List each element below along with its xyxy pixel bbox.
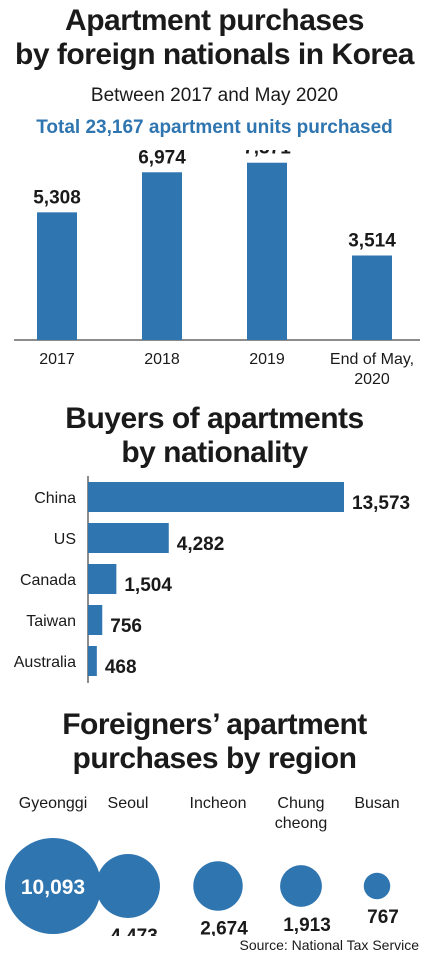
chart1-title: Apartment purchases by foreign nationals… (0, 4, 429, 72)
nationality-value-label: 756 (110, 616, 142, 637)
nationality-bar (88, 646, 97, 676)
region-label: Chung (277, 795, 324, 812)
chart1-total-highlight: Total 23,167 apartment units purchased (36, 117, 393, 138)
year-value-label: 3,514 (348, 230, 396, 251)
region-bubble (280, 865, 322, 907)
chart2-title-line1: Buyers of apartments (65, 402, 364, 435)
region-label: Gyeonggi (19, 795, 88, 812)
nationality-bar (88, 564, 117, 594)
region-value-label: 10,093 (21, 876, 85, 899)
region-value-label: 2,674 (200, 919, 248, 936)
nationality-bar (88, 523, 169, 553)
nationality-value-label: 4,282 (177, 534, 225, 555)
source-note: Source: National Tax Service (239, 937, 420, 953)
nationality-label: Canada (20, 572, 76, 589)
year-tick-label: 2018 (144, 351, 180, 368)
chart1-title-line1: Apartment purchases (65, 4, 364, 37)
year-tick-label: 2019 (249, 351, 285, 368)
year-bar (142, 172, 182, 340)
chart2-title: Buyers of apartments by nationality (0, 402, 429, 470)
region-label: cheong (275, 815, 328, 832)
region-value-label: 767 (367, 907, 399, 928)
year-value-label: 5,308 (33, 187, 81, 208)
region-label: Seoul (108, 795, 149, 812)
chart1-subtitle: Between 2017 and May 2020 (90, 85, 339, 106)
region-label: Incheon (190, 795, 247, 812)
nationality-value-label: 468 (105, 657, 137, 678)
chart3-title-line1: Foreigners’ apartment (62, 708, 367, 741)
year-bar (352, 255, 392, 340)
nationality-value-label: 13,573 (352, 493, 410, 514)
region-value-label: 4,473 (110, 926, 158, 936)
nationality-label: Taiwan (26, 613, 76, 630)
nationality-bar (88, 605, 103, 635)
year-tick-label: 2017 (39, 351, 75, 368)
chart1-title-line2: by foreign nationals in Korea (15, 38, 414, 71)
region-bubble (193, 861, 243, 911)
year-bar (247, 162, 287, 340)
region-value-label: 1,913 (283, 915, 331, 936)
chart2-title-line2: by nationality (121, 436, 308, 469)
chart3-title: Foreigners’ apartment purchases by regio… (0, 708, 429, 776)
nationality-bar (88, 482, 344, 512)
nationality-value-label: 1,504 (124, 575, 172, 596)
region-label: Busan (354, 795, 399, 812)
region-bubble-chart: Gyeonggi 10,093 Seoul 4,473 Incheon 2,674 Chun… (5, 795, 400, 936)
region-bubble (96, 854, 160, 918)
year-value-label: 7,371 (243, 150, 291, 159)
nationality-bar-chart: China 13,573 US 4,282 Canada 1,504 Taiwan 756 Au… (14, 476, 410, 683)
year-bar (37, 212, 77, 340)
nationality-label: Australia (14, 654, 76, 671)
year-value-label: 6,974 (138, 150, 186, 168)
yearly-purchases-bar-chart: 5,308 2017 6,974 2018 7,371 2019 3,514 End of M… (14, 150, 420, 388)
year-tick-label: End of May, (330, 351, 414, 368)
chart3-title-line2: purchases by region (72, 742, 357, 775)
region-bubble (5, 838, 101, 934)
nationality-label: US (54, 531, 76, 548)
year-tick-label: 2020 (354, 371, 390, 388)
region-bubble (363, 872, 391, 900)
nationality-label: China (34, 490, 76, 507)
